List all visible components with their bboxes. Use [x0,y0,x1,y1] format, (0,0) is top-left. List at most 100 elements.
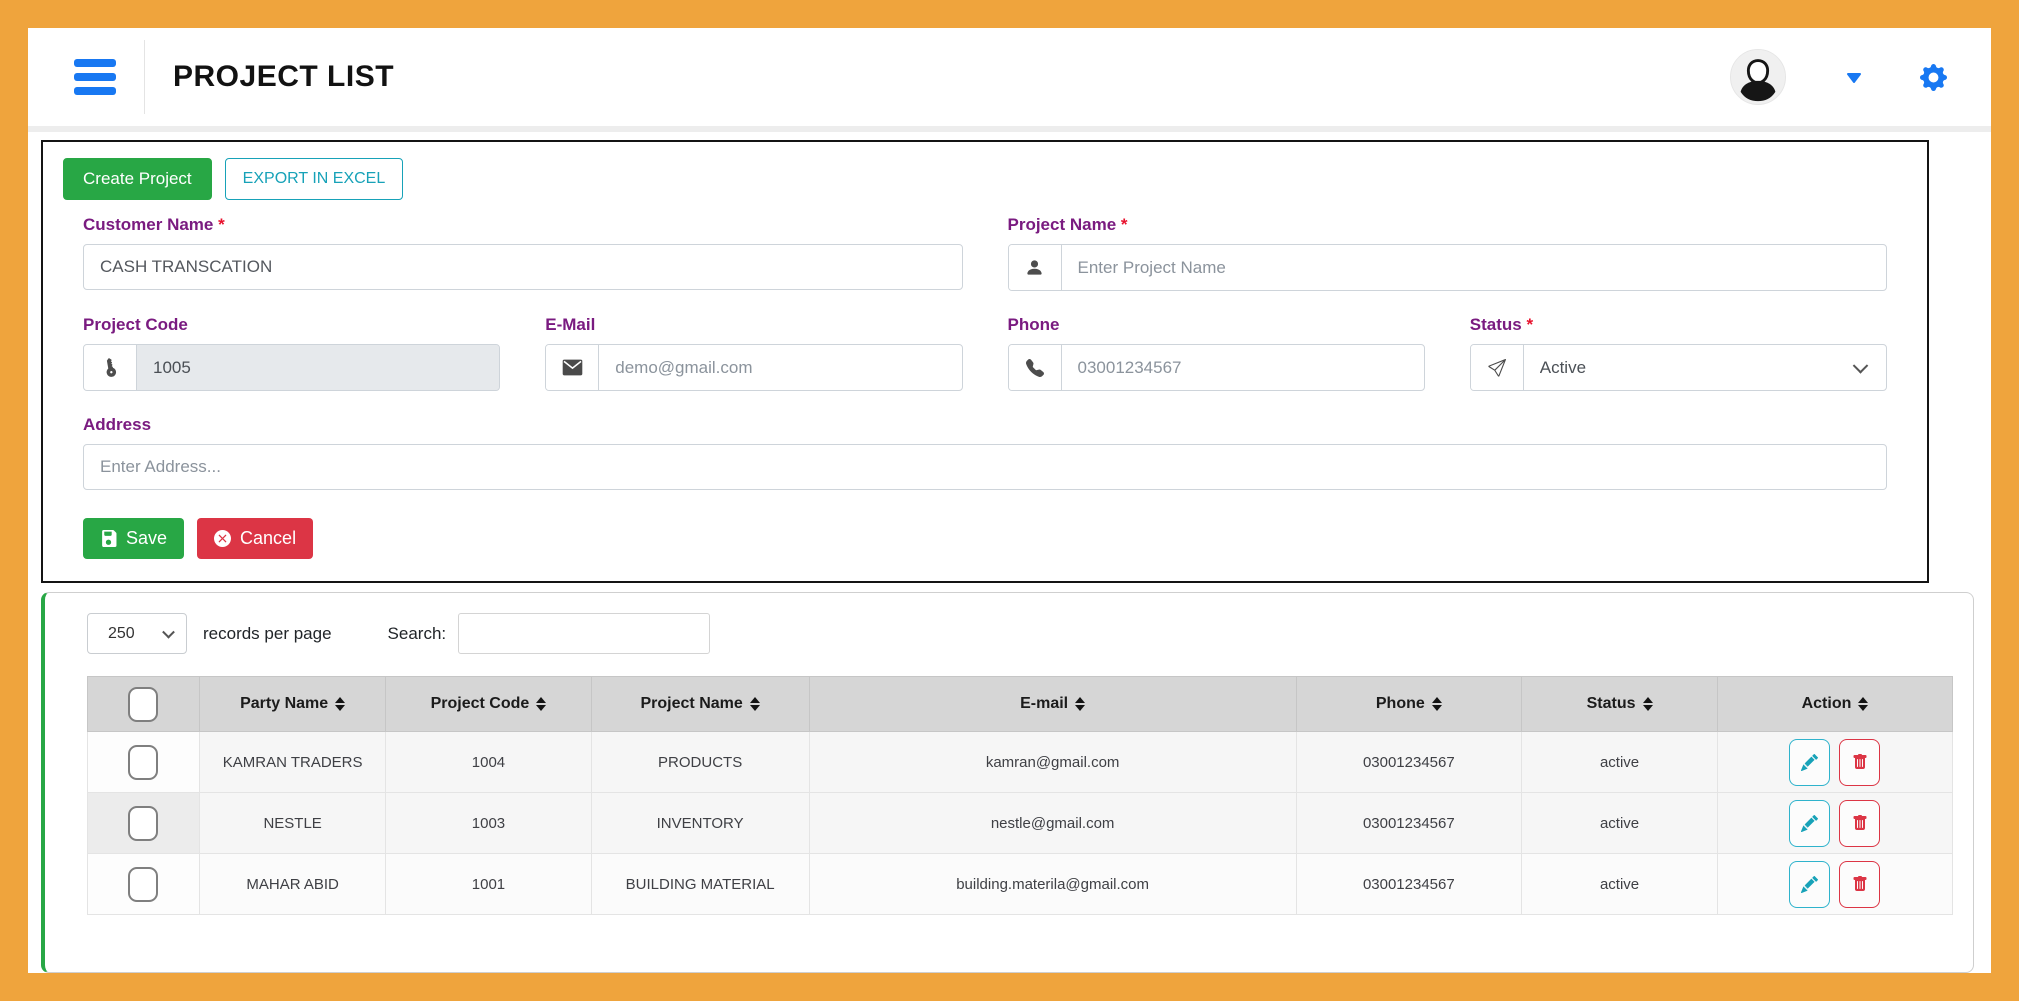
app-window: PROJECT LIST [28,28,1991,973]
phone-cell: 03001234567 [1295,731,1523,793]
project-name-field: Project Name * [1007,215,1887,291]
email-input[interactable] [599,345,962,390]
hamburger-menu-button[interactable] [74,59,116,95]
email-cell: nestle@gmail.com [808,792,1297,854]
floppy-icon [102,530,117,547]
envelope-icon [546,345,600,390]
phone-cell: 03001234567 [1295,792,1523,854]
project-code-cell: 1004 [385,731,592,793]
sort-arrows-icon [1075,697,1086,711]
column-header-label: E-mail [1020,695,1069,712]
action-cell [1716,853,1954,915]
save-button-label: Save [126,528,168,548]
email-cell: kamran@gmail.com [808,731,1297,793]
customer-name-field: Customer Name * [83,215,963,291]
table-row: MAHAR ABID 1001 BUILDING MATERIAL buildi… [87,853,1954,915]
search-input[interactable] [458,613,711,654]
row-checkbox[interactable] [128,805,159,841]
delete-button[interactable] [1839,799,1881,847]
email-cell: building.materila@gmail.com [808,853,1297,915]
sort-arrows-icon [1858,697,1869,711]
status-select[interactable]: Active [1523,345,1886,390]
project-code-label: Project Code [83,315,188,334]
phone-input[interactable] [1061,345,1424,390]
user-avatar-icon [1731,50,1785,103]
page-title: PROJECT LIST [173,60,395,93]
status-cell: active [1521,731,1718,793]
status-field: Status * Active [1469,315,1887,391]
export-excel-button[interactable]: EXPORT IN EXCEL [224,158,404,200]
column-header[interactable]: E-mail [808,676,1297,732]
user-avatar[interactable] [1730,49,1786,105]
project-code-field: Project Code [83,315,501,391]
column-header-label: Project Code [430,695,530,712]
hamburger-icon [74,59,116,67]
row-checkbox[interactable] [128,866,159,902]
column-header[interactable]: Status [1521,676,1718,732]
save-button[interactable]: Save [83,518,185,559]
header-divider [144,40,145,114]
column-header-label: Action [1801,695,1852,712]
row-select-cell [87,853,200,915]
project-name-input[interactable] [1061,245,1886,290]
customer-name-input[interactable] [83,244,963,290]
project-name-cell: BUILDING MATERIAL [590,853,810,915]
status-cell: active [1521,853,1718,915]
sort-arrows-icon [749,697,760,711]
project-form-card: Create Project EXPORT IN EXCEL Customer … [41,140,1929,583]
select-all-checkbox[interactable] [128,686,159,722]
hamburger-icon [74,87,116,95]
key-icon [84,345,137,390]
project-name-cell: PRODUCTS [590,731,810,793]
settings-button[interactable] [1920,63,1947,91]
send-arrow-icon [1470,345,1524,390]
status-label: Status * [1469,315,1534,334]
column-header[interactable]: Party Name [198,676,387,732]
column-header-label: Project Name [640,695,743,712]
phone-icon [1008,345,1062,390]
edit-button[interactable] [1789,860,1831,908]
edit-button[interactable] [1789,738,1831,786]
action-cell [1716,792,1954,854]
row-checkbox[interactable] [128,744,159,780]
column-header[interactable]: Phone [1295,676,1523,732]
status-cell: active [1521,792,1718,854]
required-asterisk: * [1526,315,1534,334]
column-header-label: Phone [1375,695,1425,712]
cancel-button[interactable]: Cancel [197,518,314,559]
column-header[interactable]: Action [1716,676,1954,732]
hamburger-icon [74,73,116,81]
required-asterisk: * [1120,215,1128,234]
sort-arrows-icon [536,697,547,711]
cancel-button-label: Cancel [240,528,297,548]
party-name-cell: MAHAR ABID [198,853,387,915]
address-label: Address [83,415,152,434]
table-row: NESTLE 1003 INVENTORY nestle@gmail.com 0… [87,792,1954,854]
column-header[interactable]: Project Name [590,676,810,732]
trash-icon [1853,876,1867,891]
delete-button[interactable] [1839,738,1881,786]
sort-arrows-icon [1431,697,1442,711]
delete-button[interactable] [1839,860,1881,908]
page-size-select[interactable]: 250 [87,613,187,654]
project-code-cell: 1003 [385,792,592,854]
column-header[interactable]: Project Code [385,676,592,732]
trash-icon [1853,754,1867,769]
edit-button[interactable] [1789,799,1831,847]
phone-cell: 03001234567 [1295,853,1523,915]
user-menu-dropdown[interactable] [1846,72,1862,83]
action-cell [1716,731,1954,793]
x-circle-icon [214,530,232,547]
projects-table: Party Name Project Code Project Name E-m… [87,676,1954,915]
table-controls: 250 records per page Search: [87,613,1953,654]
column-header-label: Status [1586,695,1636,712]
header-actions [1730,49,1947,105]
phone-field: Phone [1007,315,1425,391]
row-select-cell [87,731,200,793]
sort-arrows-icon [335,697,346,711]
email-field: E-Mail [545,315,963,391]
project-code-input [137,345,500,390]
address-input[interactable] [83,444,1887,490]
create-project-button[interactable]: Create Project [63,158,212,200]
